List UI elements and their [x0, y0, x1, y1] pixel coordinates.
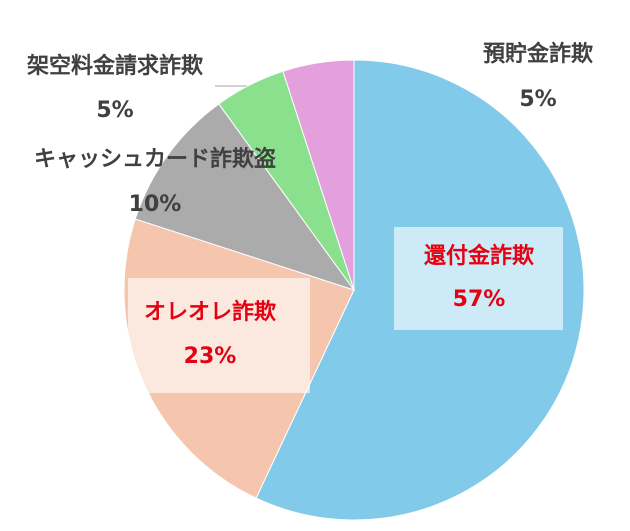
slice-label: 還付金詐欺 — [424, 243, 534, 269]
slice-label: 預貯金詐欺 — [483, 41, 593, 67]
slice-label: オレオレ詐欺 — [144, 299, 276, 325]
value-label: 57% — [453, 287, 506, 312]
label-box — [394, 227, 563, 330]
slice-label: キャッシュカード詐欺盗 — [34, 146, 276, 172]
slice-label: 架空料金請求詐欺 — [27, 53, 203, 79]
value-label: 5% — [96, 98, 133, 123]
pie-slice — [134, 103, 356, 291]
value-label: 10% — [129, 192, 182, 217]
pie-slice — [282, 59, 355, 291]
value-label: 5% — [519, 87, 556, 112]
value-label: 23% — [184, 344, 237, 369]
label-box — [128, 278, 310, 393]
